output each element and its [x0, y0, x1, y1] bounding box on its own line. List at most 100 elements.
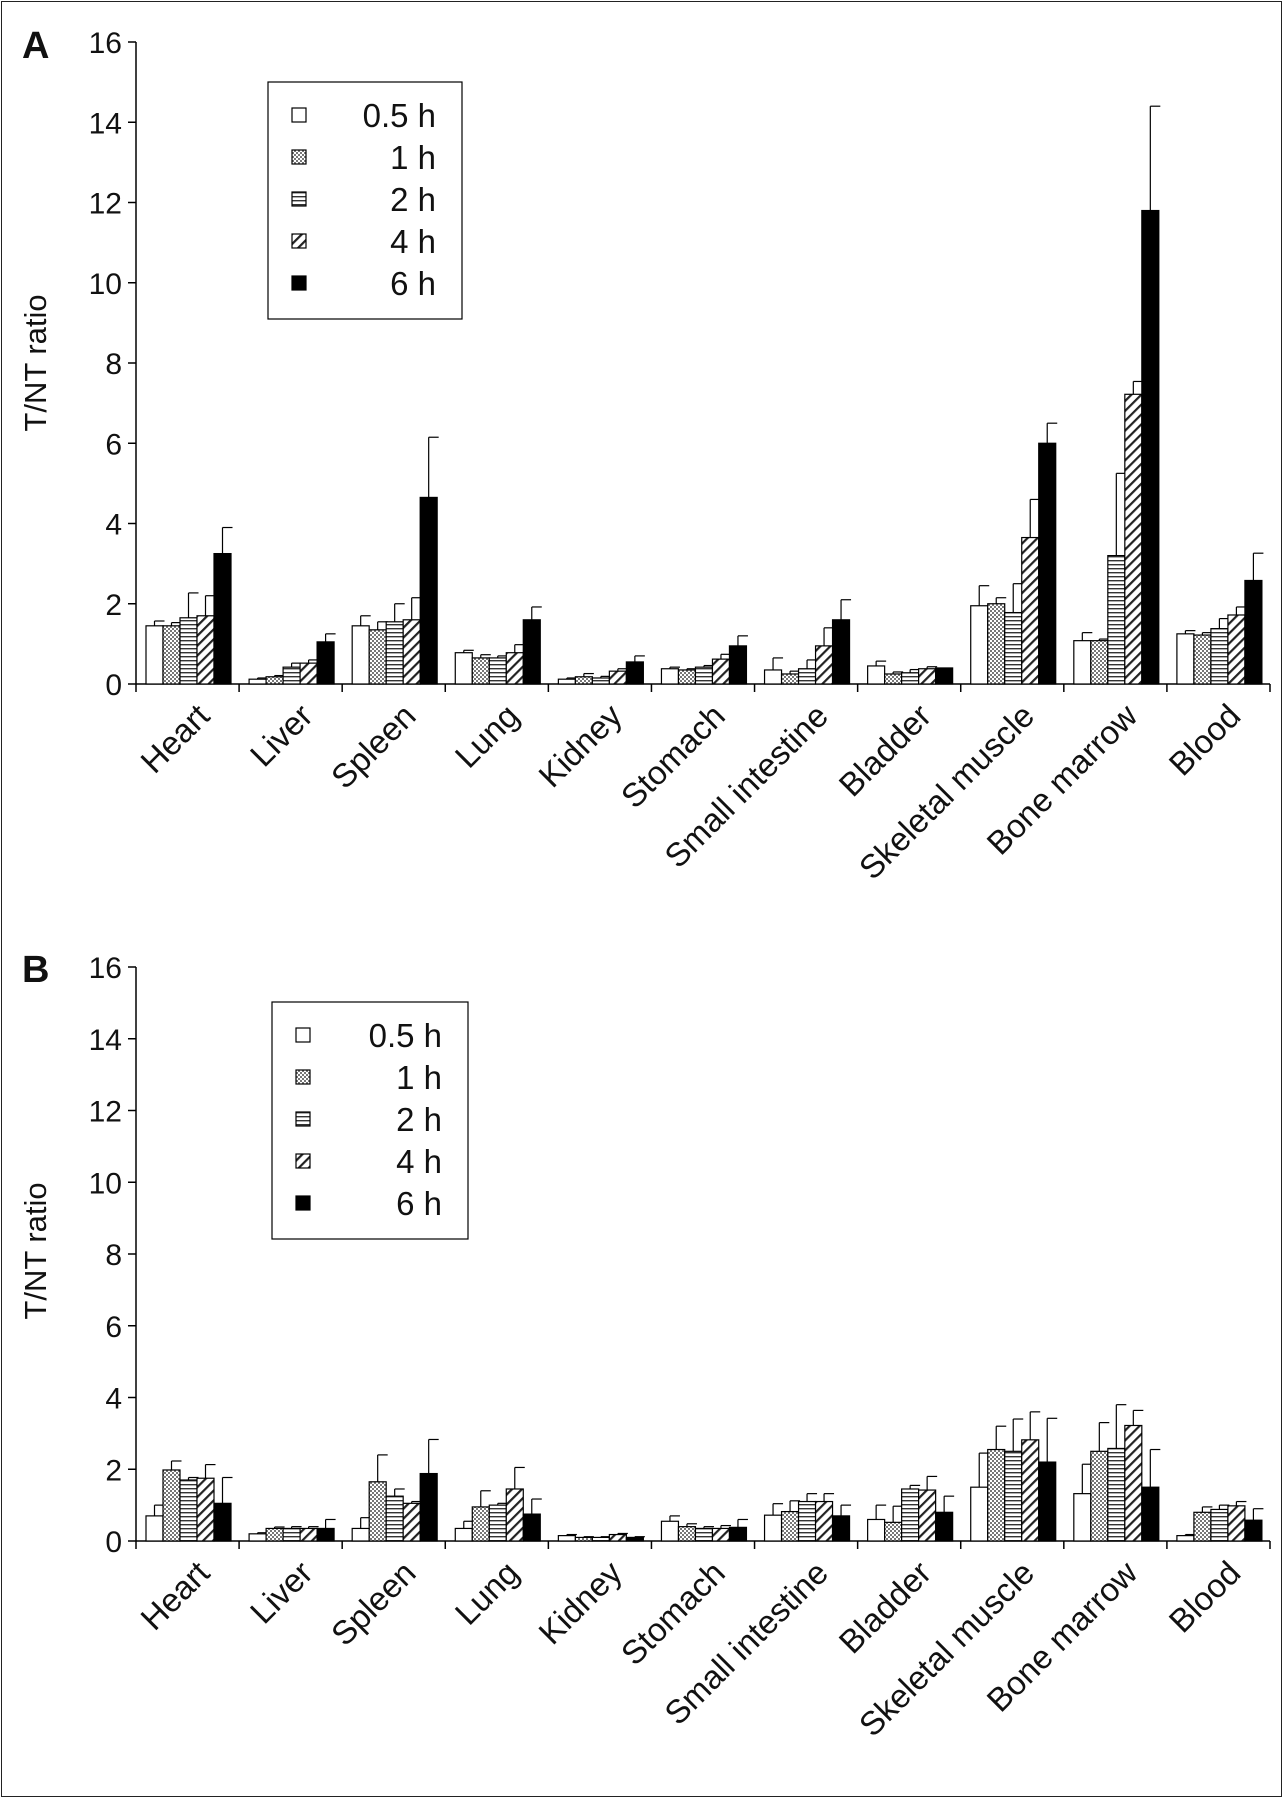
- x-category-label: Kidney: [531, 696, 629, 794]
- bar: [918, 1489, 937, 1542]
- bar: [265, 676, 284, 685]
- bar: [557, 1535, 576, 1542]
- legend-label: 2 h: [396, 1101, 442, 1138]
- bar: [901, 672, 920, 685]
- bar: [454, 1527, 473, 1542]
- y-axis-title: T/NT ratio: [18, 1182, 53, 1319]
- bar: [1244, 579, 1263, 685]
- bar: [1090, 640, 1109, 685]
- bar: [1124, 1424, 1143, 1542]
- bar: [1004, 1450, 1023, 1542]
- bar: [660, 1520, 680, 1542]
- bar: [179, 1479, 198, 1542]
- bar: [368, 1481, 387, 1542]
- x-category-label: Blood: [1162, 697, 1248, 783]
- bar: [918, 668, 937, 685]
- y-tick-label: 6: [105, 428, 122, 461]
- bar: [677, 1526, 697, 1542]
- bar: [488, 657, 507, 685]
- x-category-label: Kidney: [531, 1553, 629, 1651]
- y-tick-label: 4: [105, 509, 122, 542]
- bar: [162, 1469, 181, 1542]
- bar: [1176, 633, 1195, 685]
- bar: [867, 1518, 886, 1542]
- bar: [1193, 634, 1212, 685]
- bar: [471, 657, 490, 685]
- bar: [694, 666, 714, 685]
- bar: [935, 667, 954, 685]
- bar: [694, 1527, 714, 1542]
- bar: [797, 1500, 817, 1542]
- bar: [1210, 1508, 1229, 1542]
- bar: [385, 621, 404, 685]
- legend-swatch: [291, 107, 307, 123]
- bar: [419, 1472, 438, 1542]
- legend-label: 4 h: [390, 223, 436, 260]
- bar: [196, 1477, 215, 1542]
- bar: [1107, 554, 1126, 685]
- legend-label: 6 h: [390, 265, 436, 302]
- bar: [728, 1526, 748, 1542]
- bar: [728, 645, 748, 685]
- bar: [797, 668, 817, 685]
- panel-letter: B: [22, 949, 49, 991]
- x-category-label: Liver: [243, 1554, 320, 1631]
- bar: [282, 1527, 301, 1542]
- bar: [763, 669, 783, 685]
- x-category-label: Spleen: [324, 697, 423, 796]
- bar: [248, 1533, 267, 1542]
- bar: [625, 661, 644, 685]
- bar: [763, 1514, 783, 1542]
- x-category-label: Skeletal muscle: [852, 697, 1042, 887]
- bar: [1141, 209, 1160, 685]
- legend-swatch: [291, 149, 307, 165]
- bar: [1227, 614, 1246, 685]
- x-category-label: Skeletal muscle: [852, 1554, 1042, 1744]
- y-tick-label: 4: [105, 1383, 122, 1416]
- x-category-label: Lung: [448, 697, 526, 775]
- bar: [1004, 611, 1023, 685]
- bar: [505, 652, 524, 685]
- x-category-label: Heart: [133, 1554, 216, 1637]
- x-category-label: Bladder: [832, 1554, 939, 1661]
- bar: [1038, 1461, 1057, 1542]
- y-tick-label: 2: [105, 589, 122, 622]
- legend-swatch: [291, 275, 307, 291]
- bar: [831, 619, 851, 685]
- bar: [1227, 1505, 1246, 1542]
- bar: [814, 645, 834, 685]
- bar: [987, 1448, 1006, 1542]
- legend-label: 1 h: [390, 139, 436, 176]
- bar: [402, 619, 421, 685]
- bar: [608, 1533, 627, 1542]
- bar: [368, 629, 387, 685]
- y-tick-label: 6: [105, 1311, 122, 1344]
- bar: [213, 1502, 232, 1542]
- legend-label: 4 h: [396, 1143, 442, 1180]
- bar: [987, 603, 1006, 685]
- bar: [608, 670, 627, 685]
- bar: [488, 1504, 507, 1542]
- bar: [162, 625, 181, 685]
- bar: [1073, 1493, 1092, 1542]
- bar: [299, 1527, 318, 1542]
- legend-swatch: [291, 233, 307, 249]
- bar: [265, 1527, 284, 1542]
- bar: [454, 652, 473, 685]
- bar: [522, 619, 541, 685]
- bar: [145, 625, 164, 685]
- x-category-label: Heart: [133, 697, 216, 780]
- y-tick-label: 8: [105, 348, 122, 381]
- panel-b-chart: B T/NT ratio 0 2 4 6 8 10 12 14 16 Heart Liver Spleen…: [18, 949, 1271, 1744]
- bar: [574, 676, 593, 685]
- bar: [522, 1513, 541, 1542]
- bar: [884, 1521, 903, 1542]
- legend-swatch: [295, 1027, 311, 1043]
- bar: [1141, 1486, 1160, 1542]
- y-tick-label: 16: [89, 952, 122, 985]
- bar: [316, 1527, 335, 1542]
- x-category-label: Spleen: [324, 1554, 423, 1653]
- bar: [660, 668, 680, 685]
- legend-swatch: [291, 191, 307, 207]
